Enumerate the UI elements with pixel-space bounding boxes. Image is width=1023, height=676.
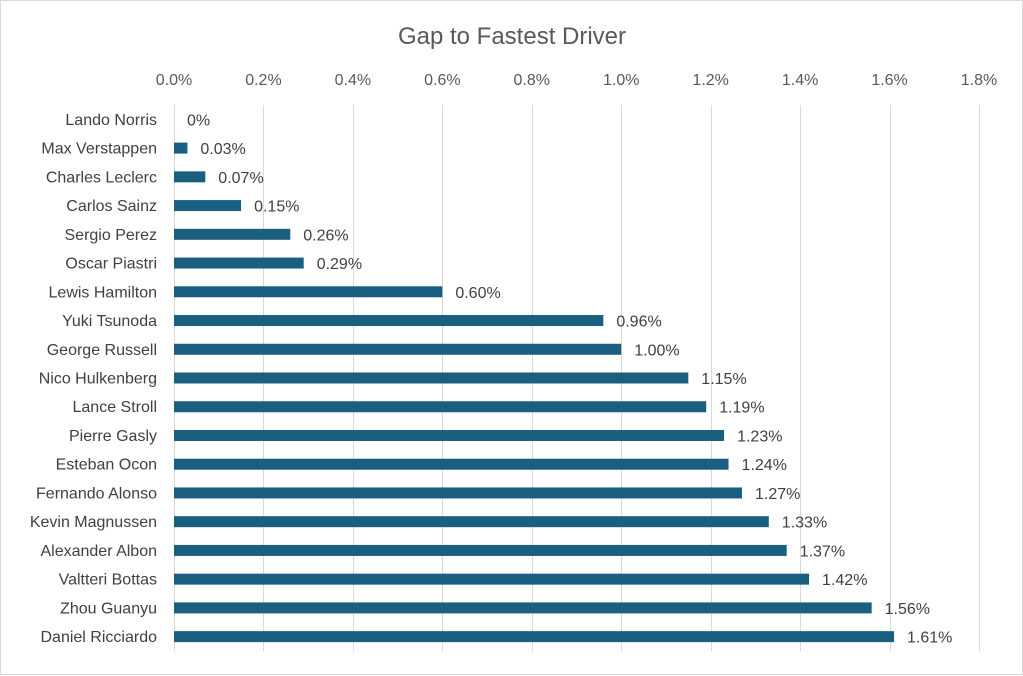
bar: [174, 257, 304, 269]
data-label: 0.96%: [616, 314, 661, 331]
data-label: 1.15%: [701, 371, 746, 388]
category-label: Alexander Albon: [40, 543, 157, 560]
data-label: 0.03%: [200, 141, 245, 158]
category-label: Kevin Magnussen: [30, 514, 157, 531]
bar: [174, 315, 604, 327]
category-label: Pierre Gasly: [69, 428, 157, 445]
x-tick-label: 0.2%: [245, 72, 281, 89]
bar: [174, 602, 872, 614]
x-tick-label: 1.2%: [692, 72, 728, 89]
bars: [174, 142, 895, 643]
x-tick-label: 1.4%: [782, 72, 818, 89]
category-label: Lance Stroll: [73, 399, 158, 416]
bar: [174, 171, 206, 183]
x-tick-label: 0.4%: [335, 72, 371, 89]
bar: [174, 286, 443, 298]
data-label: 1.42%: [822, 572, 867, 589]
bar: [174, 228, 291, 240]
x-tick-label: 0.8%: [514, 72, 550, 89]
category-label: Fernando Alonso: [36, 485, 157, 502]
data-label: 1.24%: [742, 457, 787, 474]
data-label: 1.19%: [719, 400, 764, 417]
bar: [174, 343, 622, 355]
bar: [174, 142, 188, 154]
data-label: 1.33%: [782, 515, 827, 532]
data-label: 0.26%: [303, 227, 348, 244]
x-tick-label: 0.6%: [424, 72, 460, 89]
category-label: Max Verstappen: [41, 141, 157, 158]
bar: [174, 401, 707, 413]
data-label: 1.37%: [800, 543, 845, 560]
data-label: 1.00%: [634, 342, 679, 359]
bar: [174, 573, 810, 585]
x-tick-label: 1.0%: [603, 72, 639, 89]
chart-title: Gap to Fastest Driver: [398, 23, 626, 50]
data-label: 1.23%: [737, 428, 782, 445]
data-labels: 0% 0.03% 0.07% 0.15%0.26% 0.29% 0.60% 0.96% 1.0…: [187, 112, 952, 646]
data-label: 0%: [187, 112, 210, 129]
category-label: Valtteri Bottas: [59, 572, 157, 589]
data-label: 1.56%: [885, 601, 930, 618]
bar: [174, 372, 689, 384]
data-label: 0.15%: [254, 199, 299, 216]
data-label: 1.61%: [907, 630, 952, 647]
bar: [174, 200, 242, 212]
bar: [174, 544, 787, 556]
x-tick-label: 1.6%: [871, 72, 907, 89]
category-label: Esteban Ocon: [56, 457, 157, 474]
category-label: Yuki Tsunoda: [62, 313, 157, 330]
data-label: 0.29%: [317, 256, 362, 273]
category-label: Sergio Perez: [65, 227, 158, 244]
bar: [174, 458, 729, 470]
category-label: Carlos Sainz: [66, 198, 157, 215]
x-tick-label: 0.0%: [156, 72, 192, 89]
data-label: 0.07%: [218, 170, 263, 187]
category-label: Zhou Guanyu: [60, 600, 157, 617]
bar: [174, 631, 895, 643]
category-label: George Russell: [47, 342, 157, 359]
category-label: Charles Leclerc: [46, 169, 157, 186]
bar: [174, 487, 742, 499]
data-label: 0.60%: [455, 285, 500, 302]
bar: [174, 429, 725, 441]
x-axis-ticks: 0.0% 0.2% 0.4% 0.6% 0.8% 1.0% 1.2% 1.4% 1.6% 1.8%: [156, 72, 997, 89]
category-label: Lando Norris: [65, 112, 157, 129]
category-label: Nico Hulkenberg: [39, 371, 157, 388]
y-axis-categories: Lando Norris Max Verstappen Charles Lecler…: [30, 112, 157, 646]
bar: [174, 516, 769, 528]
data-label: 1.27%: [755, 486, 800, 503]
category-label: Lewis Hamilton: [49, 284, 157, 301]
category-label: Oscar Piastri: [65, 256, 157, 273]
x-tick-label: 1.8%: [961, 72, 997, 89]
category-label: Daniel Ricciardo: [41, 629, 158, 646]
